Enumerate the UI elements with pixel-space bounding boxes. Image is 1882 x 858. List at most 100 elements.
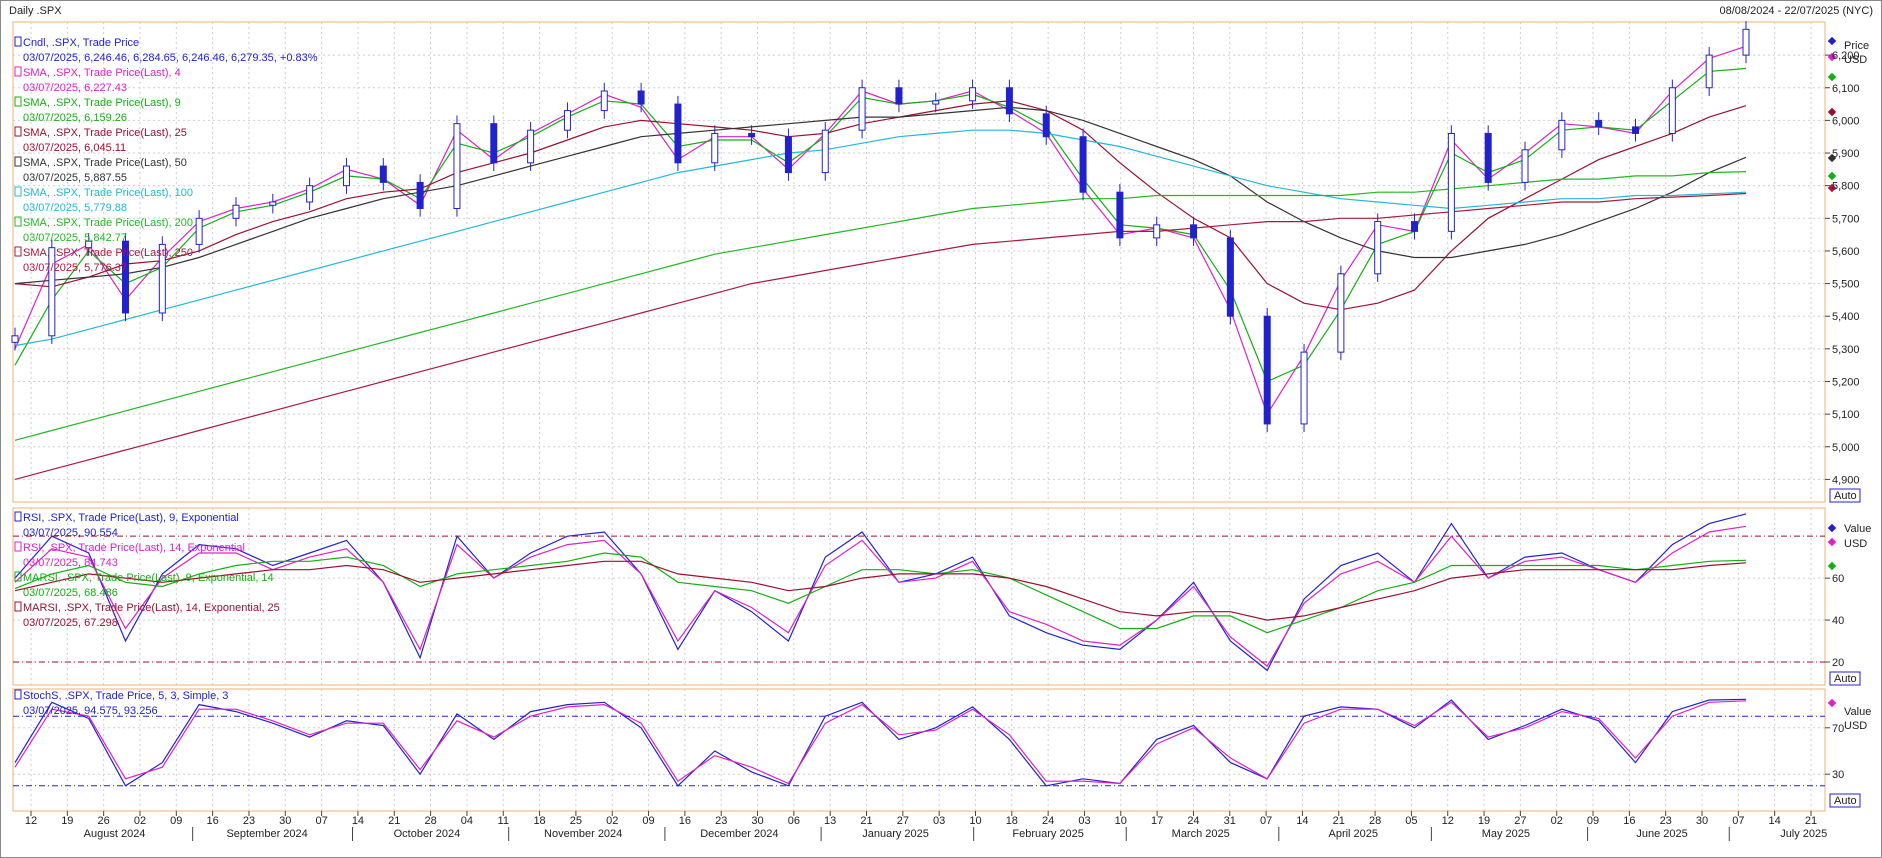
legend-swatch xyxy=(14,541,22,552)
candle-body xyxy=(1705,54,1713,89)
x-tick-label: 23 xyxy=(715,815,727,827)
rsi-tick-label: 40 xyxy=(1832,615,1844,627)
x-tick-label: 21 xyxy=(1805,815,1817,827)
stoch-axis: Value USD 70 30 Auto xyxy=(1825,706,1871,808)
candle-body xyxy=(1668,87,1676,134)
axis-marker xyxy=(1827,36,1837,46)
candle-body xyxy=(1742,28,1750,56)
candle-body xyxy=(453,123,461,210)
x-tick-label: 12 xyxy=(1442,815,1454,827)
candle-body xyxy=(600,90,608,112)
x-month-label: September 2024 xyxy=(226,828,307,840)
rsi-auto-button[interactable] xyxy=(1829,671,1861,686)
rsi-tick-label: 60 xyxy=(1832,573,1844,585)
stoch-tick-label: 30 xyxy=(1832,769,1844,781)
rsi-legend: RSI, .SPX, Trade Price(Last), 9, Exponen… xyxy=(14,511,280,629)
legend-swatch xyxy=(14,156,22,167)
x-tick-label: 19 xyxy=(61,815,73,827)
legend-swatch xyxy=(14,571,22,582)
x-tick-label: 12 xyxy=(25,815,37,827)
price-tick-label: 5,200 xyxy=(1832,377,1860,389)
x-month-label: June 2025 xyxy=(1636,828,1687,840)
stoch-auto-button[interactable] xyxy=(1829,793,1861,808)
price-tick-label: 5,900 xyxy=(1832,148,1860,160)
candle-body xyxy=(895,87,903,105)
rsi-series-line xyxy=(14,525,1747,668)
x-tick-label: 03 xyxy=(933,815,945,827)
stoch-series-line xyxy=(14,698,1747,787)
axis-marker xyxy=(1827,523,1837,533)
candle-body xyxy=(1005,87,1013,115)
rsi-panel[interactable] xyxy=(12,507,1826,686)
price-tick-label: 5,300 xyxy=(1832,344,1860,356)
price-tick-label: 4,900 xyxy=(1832,474,1860,486)
x-tick-label: 19 xyxy=(1478,815,1490,827)
legend-series-name: StochS, .SPX, Trade Price, 5, 3, Simple,… xyxy=(23,690,228,702)
x-month-label: May 2025 xyxy=(1482,828,1530,840)
axis-marker xyxy=(1827,698,1837,708)
candle-body xyxy=(1484,132,1492,183)
x-tick-label: 28 xyxy=(1369,815,1381,827)
x-tick-label: 21 xyxy=(860,815,872,827)
stoch-tick-label: 70 xyxy=(1832,723,1844,735)
x-tick-label: 02 xyxy=(1551,815,1563,827)
x-tick-label: 16 xyxy=(207,815,219,827)
x-month-label: November 2024 xyxy=(544,828,622,840)
x-tick-label: 10 xyxy=(969,815,981,827)
candle-body xyxy=(932,100,940,105)
price-tick-label: 6,200 xyxy=(1832,50,1860,62)
x-month-label: April 2025 xyxy=(1329,828,1379,840)
price-auto-label: Auto xyxy=(1834,490,1857,502)
candle-body xyxy=(1079,136,1087,193)
x-tick-label: 07 xyxy=(315,815,327,827)
legend-series-value: 03/07/2025, 5,842.77 xyxy=(23,232,127,244)
x-tick-label: 27 xyxy=(1514,815,1526,827)
candle-body xyxy=(821,129,829,174)
legend-series-value: 03/07/2025, 6,159.26 xyxy=(23,112,127,124)
candle-body xyxy=(1226,237,1234,317)
x-month-label: July 2025 xyxy=(1780,828,1827,840)
rsi-series-line xyxy=(14,552,1747,634)
legend-series-value: 03/07/2025, 6,227.43 xyxy=(23,82,127,94)
price-auto-button[interactable] xyxy=(1829,488,1861,503)
x-tick-label: 07 xyxy=(1260,815,1272,827)
candle-body xyxy=(379,165,387,183)
stoch-panel[interactable] xyxy=(12,688,1826,812)
legend-series-name: MARSI, .SPX, Trade Price(Last), 9, Expon… xyxy=(23,572,274,584)
price-series-line xyxy=(14,67,1747,383)
candle-body xyxy=(232,204,240,219)
price-axis: Price USD 6,200 6,100 6,000 5,900 5,800 5,700… xyxy=(1825,40,1869,503)
candle-body xyxy=(563,110,571,131)
price-tick-label: 6,000 xyxy=(1832,115,1860,127)
x-tick-label: 10 xyxy=(1115,815,1127,827)
legend-swatch xyxy=(14,96,22,107)
legend-series-name: SMA, .SPX, Trade Price(Last), 9 xyxy=(23,97,181,109)
price-tick-label: 5,000 xyxy=(1832,442,1860,454)
x-tick-label: 17 xyxy=(1151,815,1163,827)
x-tick-label: 30 xyxy=(751,815,763,827)
candle-body xyxy=(121,240,129,314)
price-legend: Cndl, .SPX, Trade Price 03/07/2025, 6,246… xyxy=(14,36,318,274)
legend-swatch xyxy=(14,511,22,522)
stoch-series-line xyxy=(14,700,1747,785)
candle-body xyxy=(1447,132,1455,232)
x-tick-label: 24 xyxy=(1187,815,1199,827)
candle-body xyxy=(416,181,424,210)
x-tick-label: 02 xyxy=(606,815,618,827)
candle-body xyxy=(1521,149,1529,183)
x-tick-label: 24 xyxy=(1042,815,1054,827)
price-tick-label: 5,500 xyxy=(1832,279,1860,291)
price-axis-label: Price xyxy=(1844,40,1869,52)
rsi-axis-unit: USD xyxy=(1844,538,1867,550)
x-month-label: January 2025 xyxy=(862,828,929,840)
candle-body xyxy=(969,87,977,102)
x-tick-label: 25 xyxy=(570,815,582,827)
legend-series-name: SMA, .SPX, Trade Price(Last), 25 xyxy=(23,127,187,139)
x-tick-label: 18 xyxy=(533,815,545,827)
candle-body xyxy=(784,136,792,174)
price-axis-unit: USD xyxy=(1844,54,1867,66)
x-tick-label: 23 xyxy=(1660,815,1672,827)
candle-body xyxy=(1042,113,1050,138)
candle-body xyxy=(269,201,277,206)
